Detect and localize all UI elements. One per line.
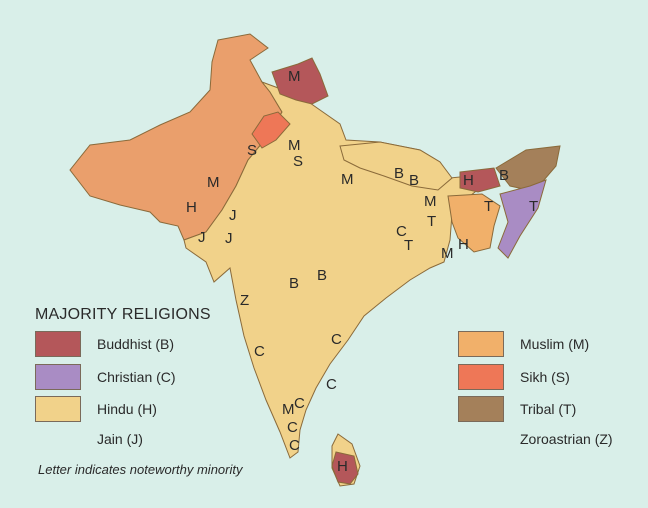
legend-item-sikh: Sikh (S) xyxy=(458,364,570,390)
map-label-deccan-b1: B xyxy=(289,275,300,292)
map-label-central-c: C xyxy=(396,223,407,240)
tribal-swatch xyxy=(458,396,504,422)
map-label-deccan-b2: B xyxy=(317,267,328,284)
legend-label-muslim: Muslim (M) xyxy=(520,336,590,352)
map-label-punjab: S xyxy=(247,142,258,159)
map-label-ne-t1: T xyxy=(484,198,494,215)
hindu-swatch xyxy=(35,396,81,422)
map-label-delhi-s: S xyxy=(293,153,304,170)
northeast-christian-region xyxy=(497,179,547,259)
map-label-bengal-m: M xyxy=(424,193,437,210)
map-label-delhi-m: M xyxy=(288,137,301,154)
map-label-bombay-z: Z xyxy=(240,292,250,309)
map-label-south-m: M xyxy=(282,401,295,418)
nepal-region xyxy=(339,141,453,191)
map-label-guj-j1: J xyxy=(229,207,237,224)
christian-swatch xyxy=(35,364,81,390)
map-label-lanka-h: H xyxy=(337,458,348,475)
kashmir-buddhist-region xyxy=(271,57,329,105)
map-label-east-c: C xyxy=(331,331,342,348)
map-label-south-c2: C xyxy=(294,395,305,412)
legend-item-tribal: Tribal (T) xyxy=(458,396,576,422)
legend-footnote: Letter indicates noteworthy minority xyxy=(38,462,243,477)
legend-label-zoroastrian: Zoroastrian (Z) xyxy=(520,431,613,447)
legend-label-christian: Christian (C) xyxy=(97,369,176,385)
map-label-bengal-t: T xyxy=(427,213,437,230)
legend-label-tribal: Tribal (T) xyxy=(520,401,577,417)
map-label-orissa-m: M xyxy=(441,245,454,262)
legend-item-muslim: Muslim (M) xyxy=(458,331,589,357)
map-label-south-c1: C xyxy=(326,376,337,393)
jain-swatch xyxy=(35,426,81,452)
map-label-guj-j2: J xyxy=(225,230,233,247)
bangladesh-region xyxy=(447,193,501,253)
map-label-nepal-b2: B xyxy=(409,172,420,189)
sikh-swatch xyxy=(458,364,504,390)
legend-label-jain: Jain (J) xyxy=(97,431,143,447)
sri-lanka-buddhist-region xyxy=(331,451,359,485)
legend-title: MAJORITY RELIGIONS xyxy=(35,306,211,323)
northeast-tribal-region xyxy=(495,145,561,191)
legend-label-hindu: Hindu (H) xyxy=(97,401,157,417)
punjab-sikh-region xyxy=(251,111,291,149)
map-label-west-c: C xyxy=(254,343,265,360)
map-label-pak-h: H xyxy=(186,199,197,216)
map-label-pak-m: M xyxy=(207,174,220,191)
bhutan-buddhist-region xyxy=(459,167,501,193)
map-label-bang-h: H xyxy=(458,236,469,253)
legend-item-zoroastrian: Zoroastrian (Z) xyxy=(458,426,613,452)
legend-label-buddhist: Buddhist (B) xyxy=(97,336,175,352)
map-label-bhutan-h: H xyxy=(463,172,474,189)
map-label-pak-j: J xyxy=(198,229,206,246)
map-label-central-t: T xyxy=(404,237,414,254)
legend-item-buddhist: Buddhist (B) xyxy=(35,331,174,357)
map-label-south-c3: C xyxy=(287,419,298,436)
map-label-nepal-b1: B xyxy=(394,165,405,182)
map-label-south-c4: C xyxy=(289,437,300,454)
legend-item-jain: Jain (J) xyxy=(35,426,143,452)
map-label-kashmir: M xyxy=(288,68,301,85)
map-label-up-m: M xyxy=(341,171,354,188)
map-label-ne-t2: T xyxy=(529,198,539,215)
legend-label-sikh: Sikh (S) xyxy=(520,369,570,385)
zoroastrian-swatch xyxy=(458,426,504,452)
buddhist-swatch xyxy=(35,331,81,357)
legend-item-christian: Christian (C) xyxy=(35,364,176,390)
legend-item-hindu: Hindu (H) xyxy=(35,396,157,422)
muslim-swatch xyxy=(458,331,504,357)
map-label-ne-b: B xyxy=(499,167,510,184)
